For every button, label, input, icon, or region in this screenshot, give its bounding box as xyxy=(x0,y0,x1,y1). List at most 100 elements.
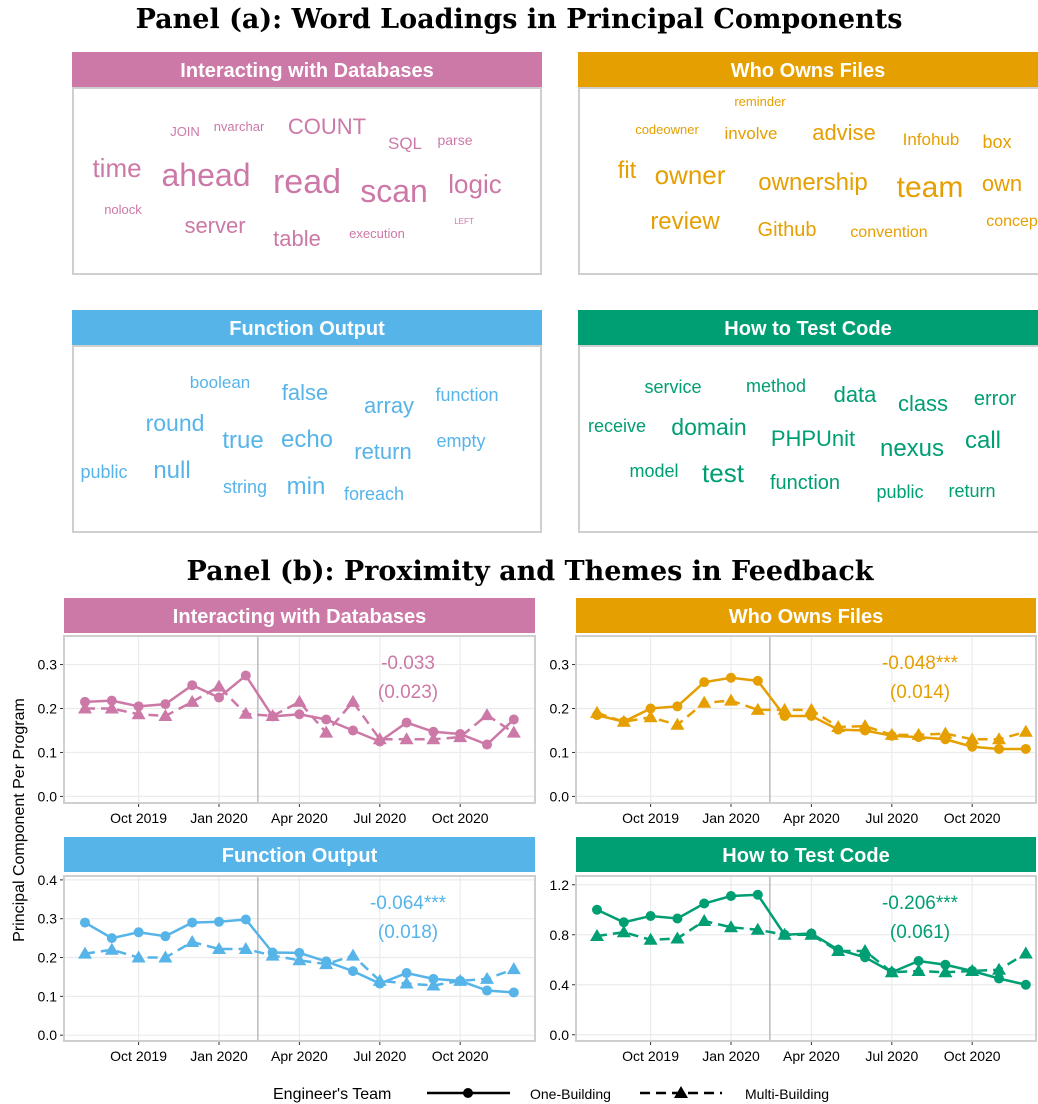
cloud-box xyxy=(578,87,1038,275)
word: JOIN xyxy=(170,124,200,139)
word: service xyxy=(644,377,701,397)
word: execution xyxy=(349,226,405,241)
point xyxy=(884,965,899,978)
point xyxy=(1018,724,1033,737)
point xyxy=(399,732,414,745)
word: min xyxy=(287,473,326,500)
word: function xyxy=(770,472,840,494)
word: empty xyxy=(436,431,485,451)
word: data xyxy=(834,382,878,407)
point xyxy=(994,973,1004,984)
annotation: (0.023) xyxy=(378,682,438,703)
point xyxy=(911,727,926,740)
point xyxy=(185,694,200,707)
point xyxy=(884,727,899,740)
point xyxy=(726,672,736,683)
x-tick-label: Jul 2020 xyxy=(865,1048,918,1064)
point xyxy=(777,927,792,940)
word: COUNT xyxy=(288,114,366,139)
y-tick-label: 0.1 xyxy=(38,988,58,1004)
cloud-header xyxy=(72,52,542,87)
point xyxy=(321,714,332,725)
point xyxy=(697,914,712,926)
point xyxy=(294,709,305,720)
cloud-box xyxy=(72,345,542,533)
y-tick-label: 0.8 xyxy=(550,927,570,943)
plot-border xyxy=(63,875,536,1042)
point xyxy=(616,925,631,938)
point xyxy=(938,726,953,739)
point xyxy=(187,917,198,928)
word: codeowner xyxy=(635,122,699,137)
x-tick-label: Oct 2019 xyxy=(622,1048,679,1064)
word: Infohub xyxy=(903,130,960,149)
point xyxy=(965,964,980,976)
point xyxy=(645,703,656,714)
x-tick-label: Apr 2020 xyxy=(271,1048,328,1064)
annotation: (0.061) xyxy=(890,922,950,943)
word: boolean xyxy=(190,373,251,392)
x-tick-label: Oct 2020 xyxy=(944,810,1001,826)
point xyxy=(1020,743,1031,754)
point xyxy=(672,913,683,924)
point xyxy=(750,702,765,715)
point xyxy=(212,679,226,692)
point xyxy=(426,732,441,745)
word: public xyxy=(80,462,127,482)
x-tick-label: Oct 2020 xyxy=(944,1048,1001,1064)
word: receive xyxy=(588,416,646,436)
point xyxy=(399,976,414,989)
word: domain xyxy=(671,414,746,440)
y-tick-label: 0.3 xyxy=(38,657,58,673)
x-tick-label: Jan 2020 xyxy=(702,1048,760,1064)
point xyxy=(292,953,307,966)
point xyxy=(858,719,872,732)
y-tick-label: 0.1 xyxy=(38,744,58,760)
point xyxy=(643,932,658,945)
point xyxy=(158,950,173,963)
y-tick-label: 0.1 xyxy=(550,744,570,760)
chart-title: Interacting with Databases xyxy=(173,606,426,628)
cloud-box xyxy=(578,345,1038,533)
point xyxy=(348,966,358,977)
x-tick-label: Oct 2019 xyxy=(110,810,167,826)
x-tick-label: Oct 2019 xyxy=(110,1048,167,1064)
point xyxy=(106,933,117,944)
legend-swatch xyxy=(463,1088,473,1098)
point xyxy=(319,957,334,970)
legend-title: Engineer's Team xyxy=(273,1086,391,1103)
point xyxy=(453,973,468,986)
series-line xyxy=(84,940,515,987)
word: table xyxy=(273,226,321,251)
point xyxy=(506,962,521,975)
point xyxy=(777,702,792,715)
point xyxy=(699,898,710,909)
y-tick-label: 0.2 xyxy=(38,701,58,717)
panel-title: Panel (b): Proximity and Themes in Feedb… xyxy=(187,556,875,587)
point xyxy=(482,739,492,750)
word: fit xyxy=(618,157,637,184)
point xyxy=(804,927,819,940)
word: call xyxy=(965,427,1001,454)
cloud-title: Interacting with Databases xyxy=(180,60,433,82)
cloud-box xyxy=(72,87,542,275)
point xyxy=(131,707,146,720)
x-tick-label: Jan 2020 xyxy=(702,810,760,826)
point xyxy=(238,941,253,954)
point xyxy=(672,701,683,712)
point xyxy=(697,695,712,708)
legend-swatch xyxy=(674,1086,688,1098)
word: public xyxy=(876,482,923,502)
word: nvarchar xyxy=(214,119,265,134)
point xyxy=(590,705,604,718)
y-tick-label: 0.4 xyxy=(38,872,58,888)
x-tick-label: Apr 2020 xyxy=(783,1048,840,1064)
word: LEFT xyxy=(454,217,474,226)
word: foreach xyxy=(344,484,404,504)
annotation: (0.014) xyxy=(890,682,950,703)
point xyxy=(372,732,387,745)
point xyxy=(265,708,280,721)
y-tick-label: 0.2 xyxy=(38,950,58,966)
word: box xyxy=(982,132,1011,152)
word: method xyxy=(746,376,806,396)
